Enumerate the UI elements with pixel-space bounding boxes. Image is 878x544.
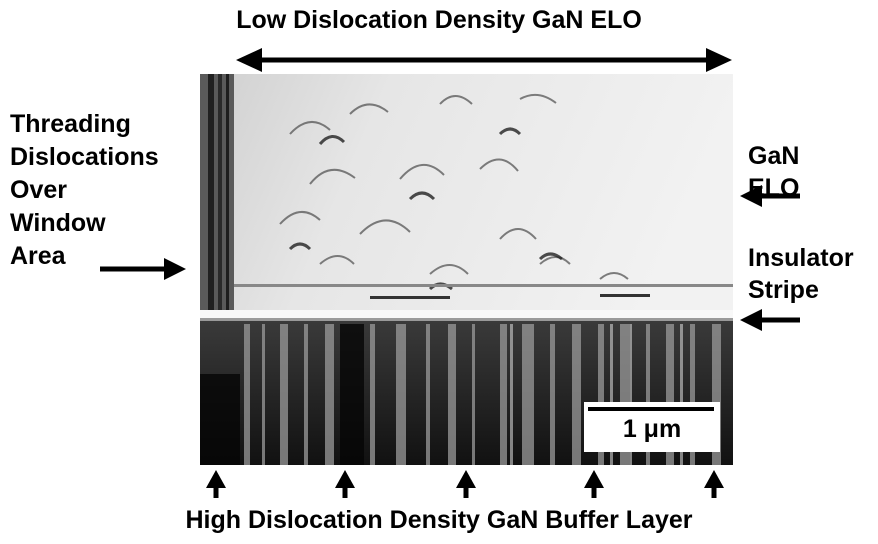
buffer-up-arrows <box>206 470 724 498</box>
gan-elo-line-1: GaN <box>748 142 800 170</box>
top-label: Low Dislocation Density GaN ELO <box>236 6 642 34</box>
window-area-line-3: Over <box>10 176 67 204</box>
gan-elo-line-2: ELO <box>748 174 800 202</box>
up-arrow-4 <box>584 470 604 498</box>
scale-bar-label: 1 μm <box>622 415 682 443</box>
insulator-stripe-arrow <box>740 309 800 331</box>
up-arrow-5 <box>704 470 724 498</box>
window-area-line-5: Area <box>10 242 66 270</box>
bottom-label: High Dislocation Density GaN Buffer Laye… <box>185 506 693 534</box>
insulator-line-2: Stripe <box>748 276 819 304</box>
gan-elo-arrow <box>740 185 800 207</box>
gan-elo-label: GaN ELO <box>748 140 799 204</box>
top-double-arrow <box>236 48 732 72</box>
window-area-line-1: Threading <box>10 110 131 138</box>
tem-micrograph <box>200 74 733 465</box>
insulator-line-1: Insulator <box>748 244 854 272</box>
window-area-arrow <box>100 258 186 280</box>
window-area-line-2: Dislocations <box>10 143 159 171</box>
window-area-line-4: Window <box>10 209 106 237</box>
insulator-stripe-label: Insulator Stripe <box>748 242 854 306</box>
up-arrow-1 <box>206 470 226 498</box>
window-area-label: Threading Dislocations Over Window Area <box>10 108 159 273</box>
up-arrow-3 <box>456 470 476 498</box>
up-arrow-2 <box>335 470 355 498</box>
scale-bar <box>588 407 714 411</box>
